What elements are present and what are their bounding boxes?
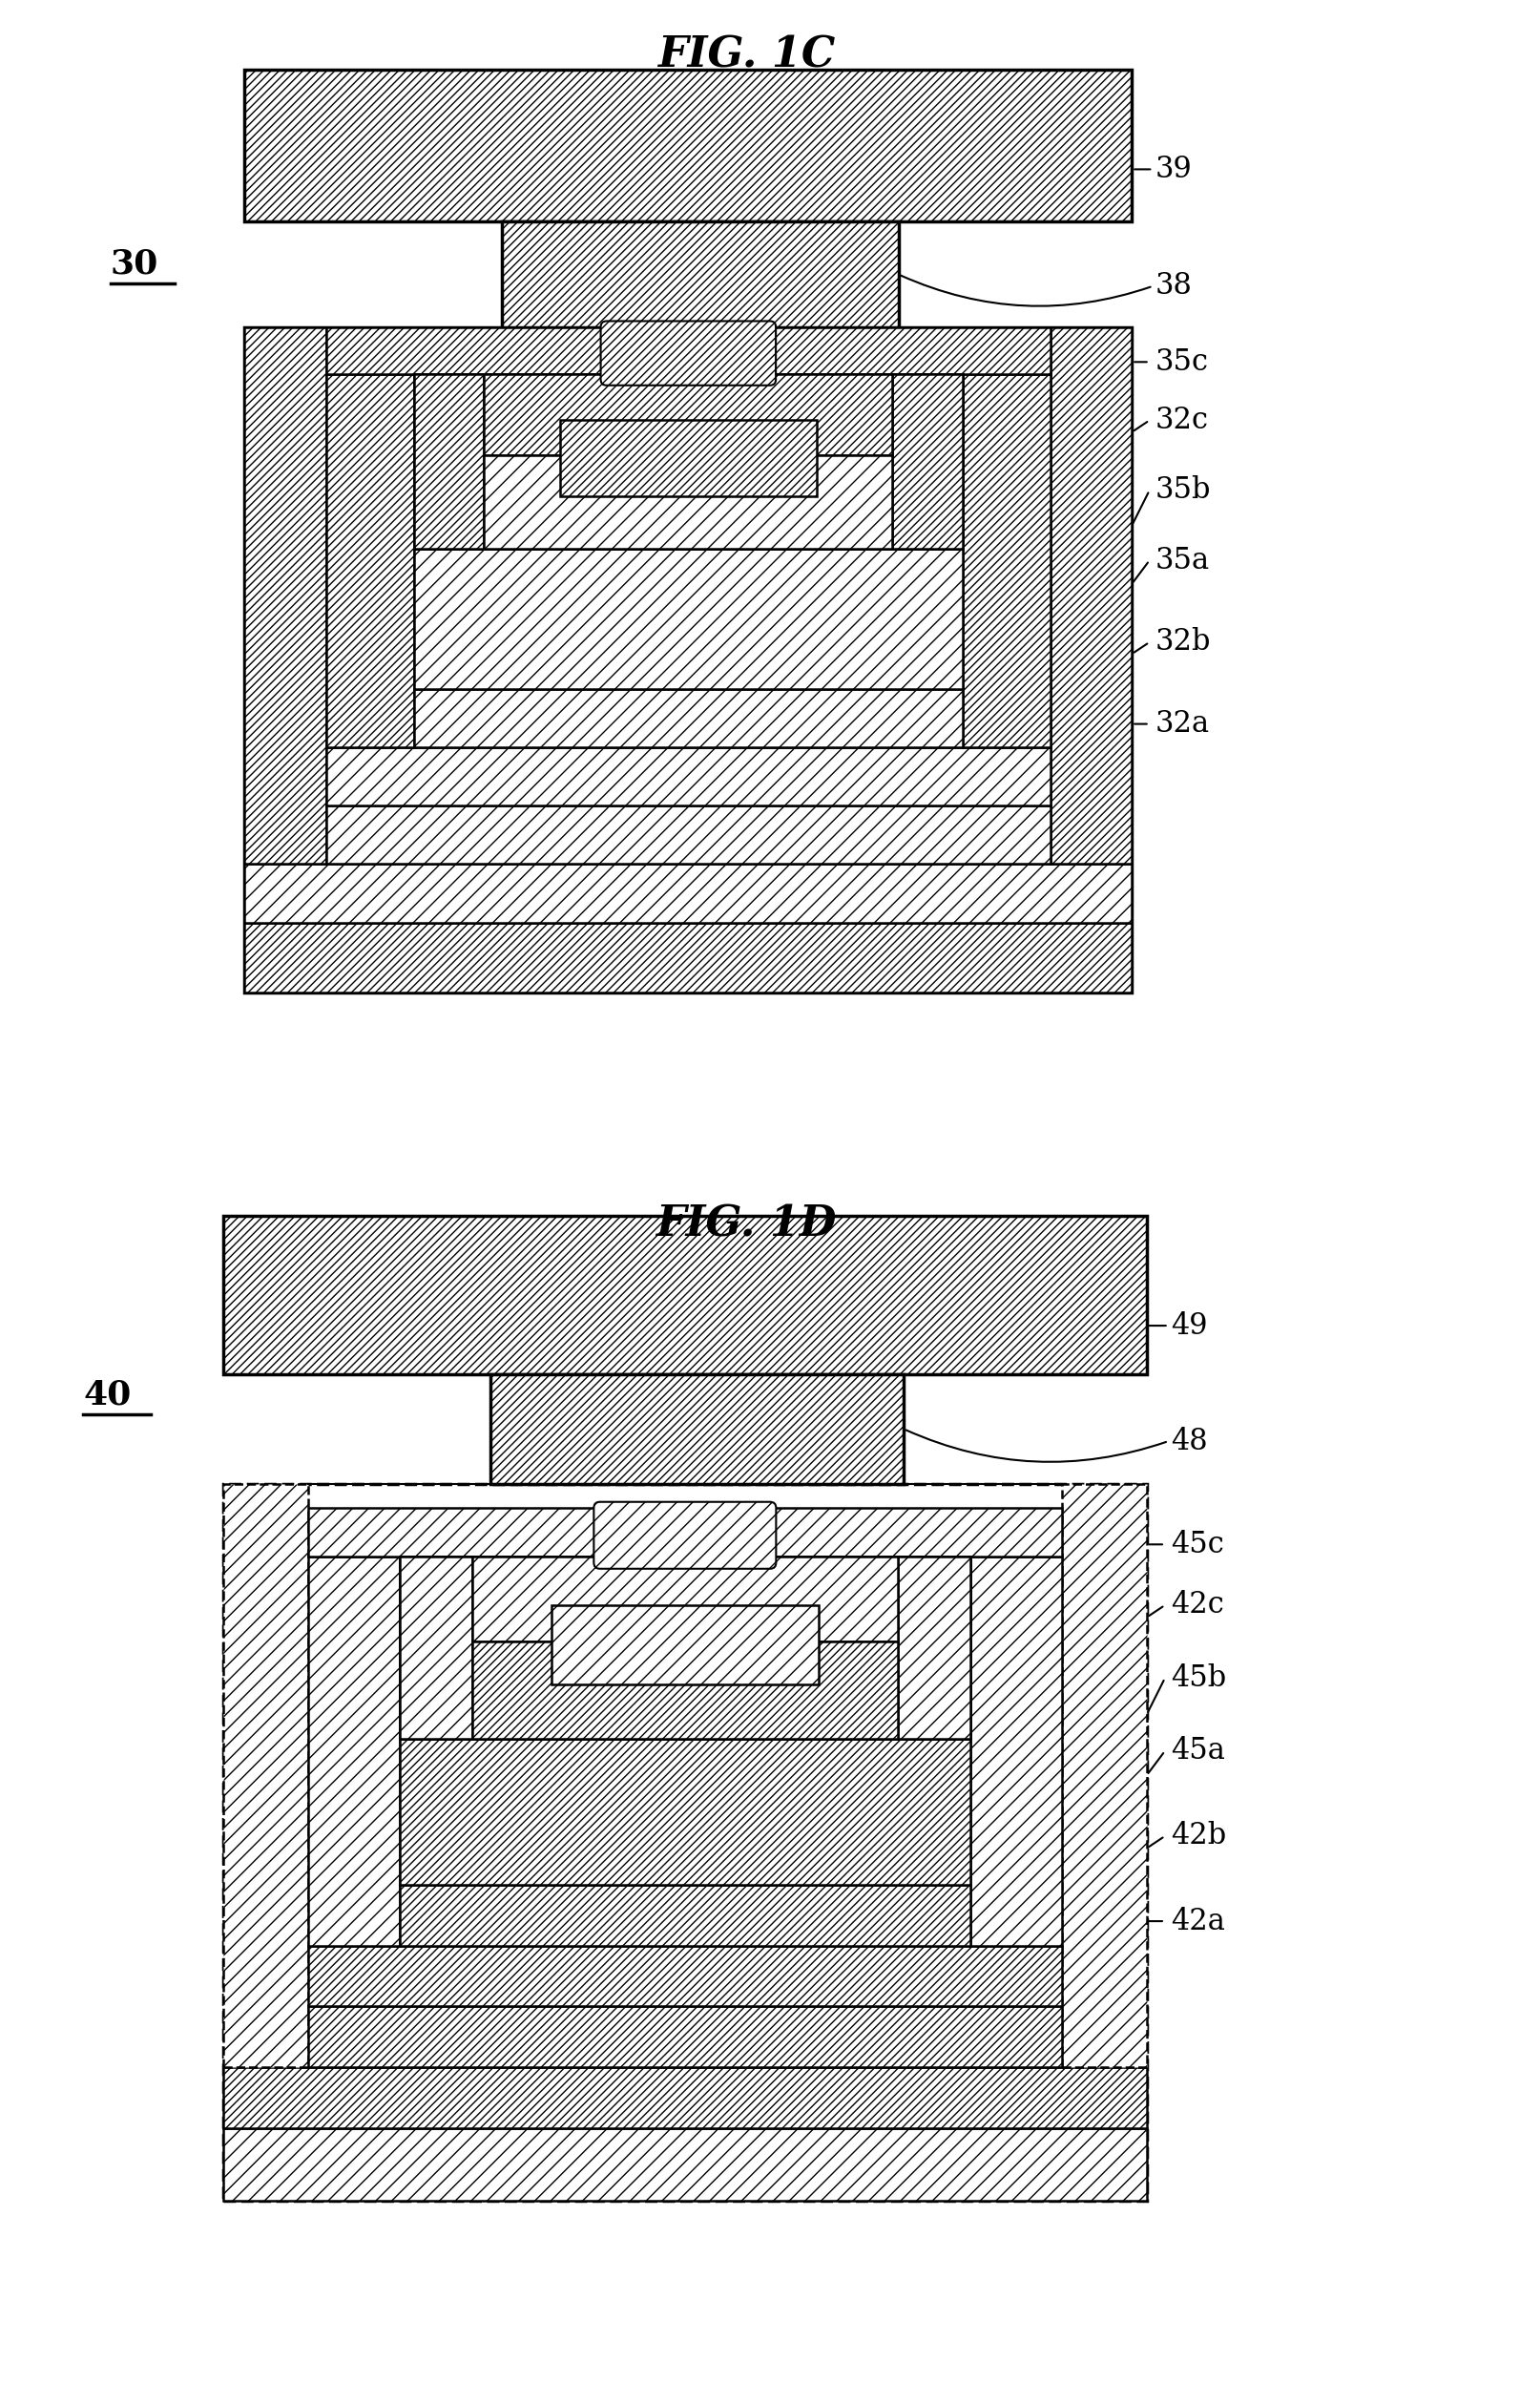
Bar bbox=[308, 2006, 1061, 2066]
Text: 45a: 45a bbox=[1170, 1737, 1226, 1766]
Text: 35a: 35a bbox=[1155, 546, 1210, 574]
Text: FIG. 1D: FIG. 1D bbox=[656, 1203, 836, 1246]
Bar bbox=[551, 1606, 819, 1685]
Text: 40: 40 bbox=[83, 1377, 131, 1411]
Bar bbox=[484, 374, 893, 455]
Text: 42a: 42a bbox=[1170, 1906, 1226, 1935]
Bar bbox=[399, 1556, 970, 1740]
Bar bbox=[473, 1556, 898, 1642]
Bar bbox=[414, 548, 962, 689]
Bar bbox=[502, 222, 898, 326]
Text: 30: 30 bbox=[111, 248, 159, 281]
Text: 42b: 42b bbox=[1170, 1821, 1226, 1852]
Text: 38: 38 bbox=[1155, 272, 1192, 300]
Bar bbox=[245, 865, 1132, 922]
Bar bbox=[561, 419, 816, 496]
Text: 35b: 35b bbox=[1155, 477, 1210, 505]
Text: 35c: 35c bbox=[1155, 348, 1209, 377]
Bar bbox=[414, 374, 962, 548]
Bar bbox=[308, 1945, 1061, 2006]
Bar bbox=[326, 805, 1050, 865]
Text: 48: 48 bbox=[1170, 1427, 1207, 1456]
Bar bbox=[308, 1556, 399, 1945]
Bar bbox=[898, 1556, 970, 1740]
Bar bbox=[245, 69, 1132, 222]
Bar bbox=[473, 1642, 898, 1740]
Text: 32a: 32a bbox=[1155, 710, 1210, 739]
Text: 39: 39 bbox=[1155, 155, 1192, 183]
Text: 49: 49 bbox=[1170, 1311, 1207, 1342]
Text: 45c: 45c bbox=[1170, 1530, 1224, 1558]
FancyBboxPatch shape bbox=[594, 1501, 776, 1568]
Bar bbox=[223, 1485, 1147, 2202]
Text: 42c: 42c bbox=[1170, 1589, 1224, 1620]
Bar bbox=[1061, 1485, 1147, 2066]
Bar bbox=[308, 1508, 1061, 1556]
Text: 32c: 32c bbox=[1155, 405, 1209, 436]
Text: 32b: 32b bbox=[1155, 627, 1210, 658]
Bar bbox=[223, 1215, 1147, 1375]
Bar bbox=[491, 1375, 904, 1485]
Bar bbox=[414, 689, 962, 748]
Bar bbox=[223, 1485, 308, 2066]
Bar bbox=[326, 326, 1050, 374]
Bar bbox=[414, 374, 484, 548]
Bar bbox=[326, 748, 1050, 805]
Text: 45b: 45b bbox=[1170, 1663, 1226, 1692]
Bar bbox=[1050, 326, 1132, 865]
Bar bbox=[893, 374, 962, 548]
Bar bbox=[399, 1740, 970, 1885]
Text: FIG. 1C: FIG. 1C bbox=[658, 36, 836, 76]
Bar bbox=[245, 922, 1132, 991]
Bar bbox=[399, 1556, 473, 1740]
Bar bbox=[962, 374, 1050, 748]
FancyBboxPatch shape bbox=[601, 322, 776, 386]
Bar bbox=[245, 326, 1132, 991]
Bar bbox=[223, 2128, 1147, 2202]
Bar bbox=[223, 2066, 1147, 2128]
Bar bbox=[484, 455, 893, 548]
Bar bbox=[399, 1885, 970, 1945]
Bar bbox=[970, 1556, 1061, 1945]
Bar bbox=[245, 326, 326, 865]
Bar bbox=[326, 374, 414, 748]
